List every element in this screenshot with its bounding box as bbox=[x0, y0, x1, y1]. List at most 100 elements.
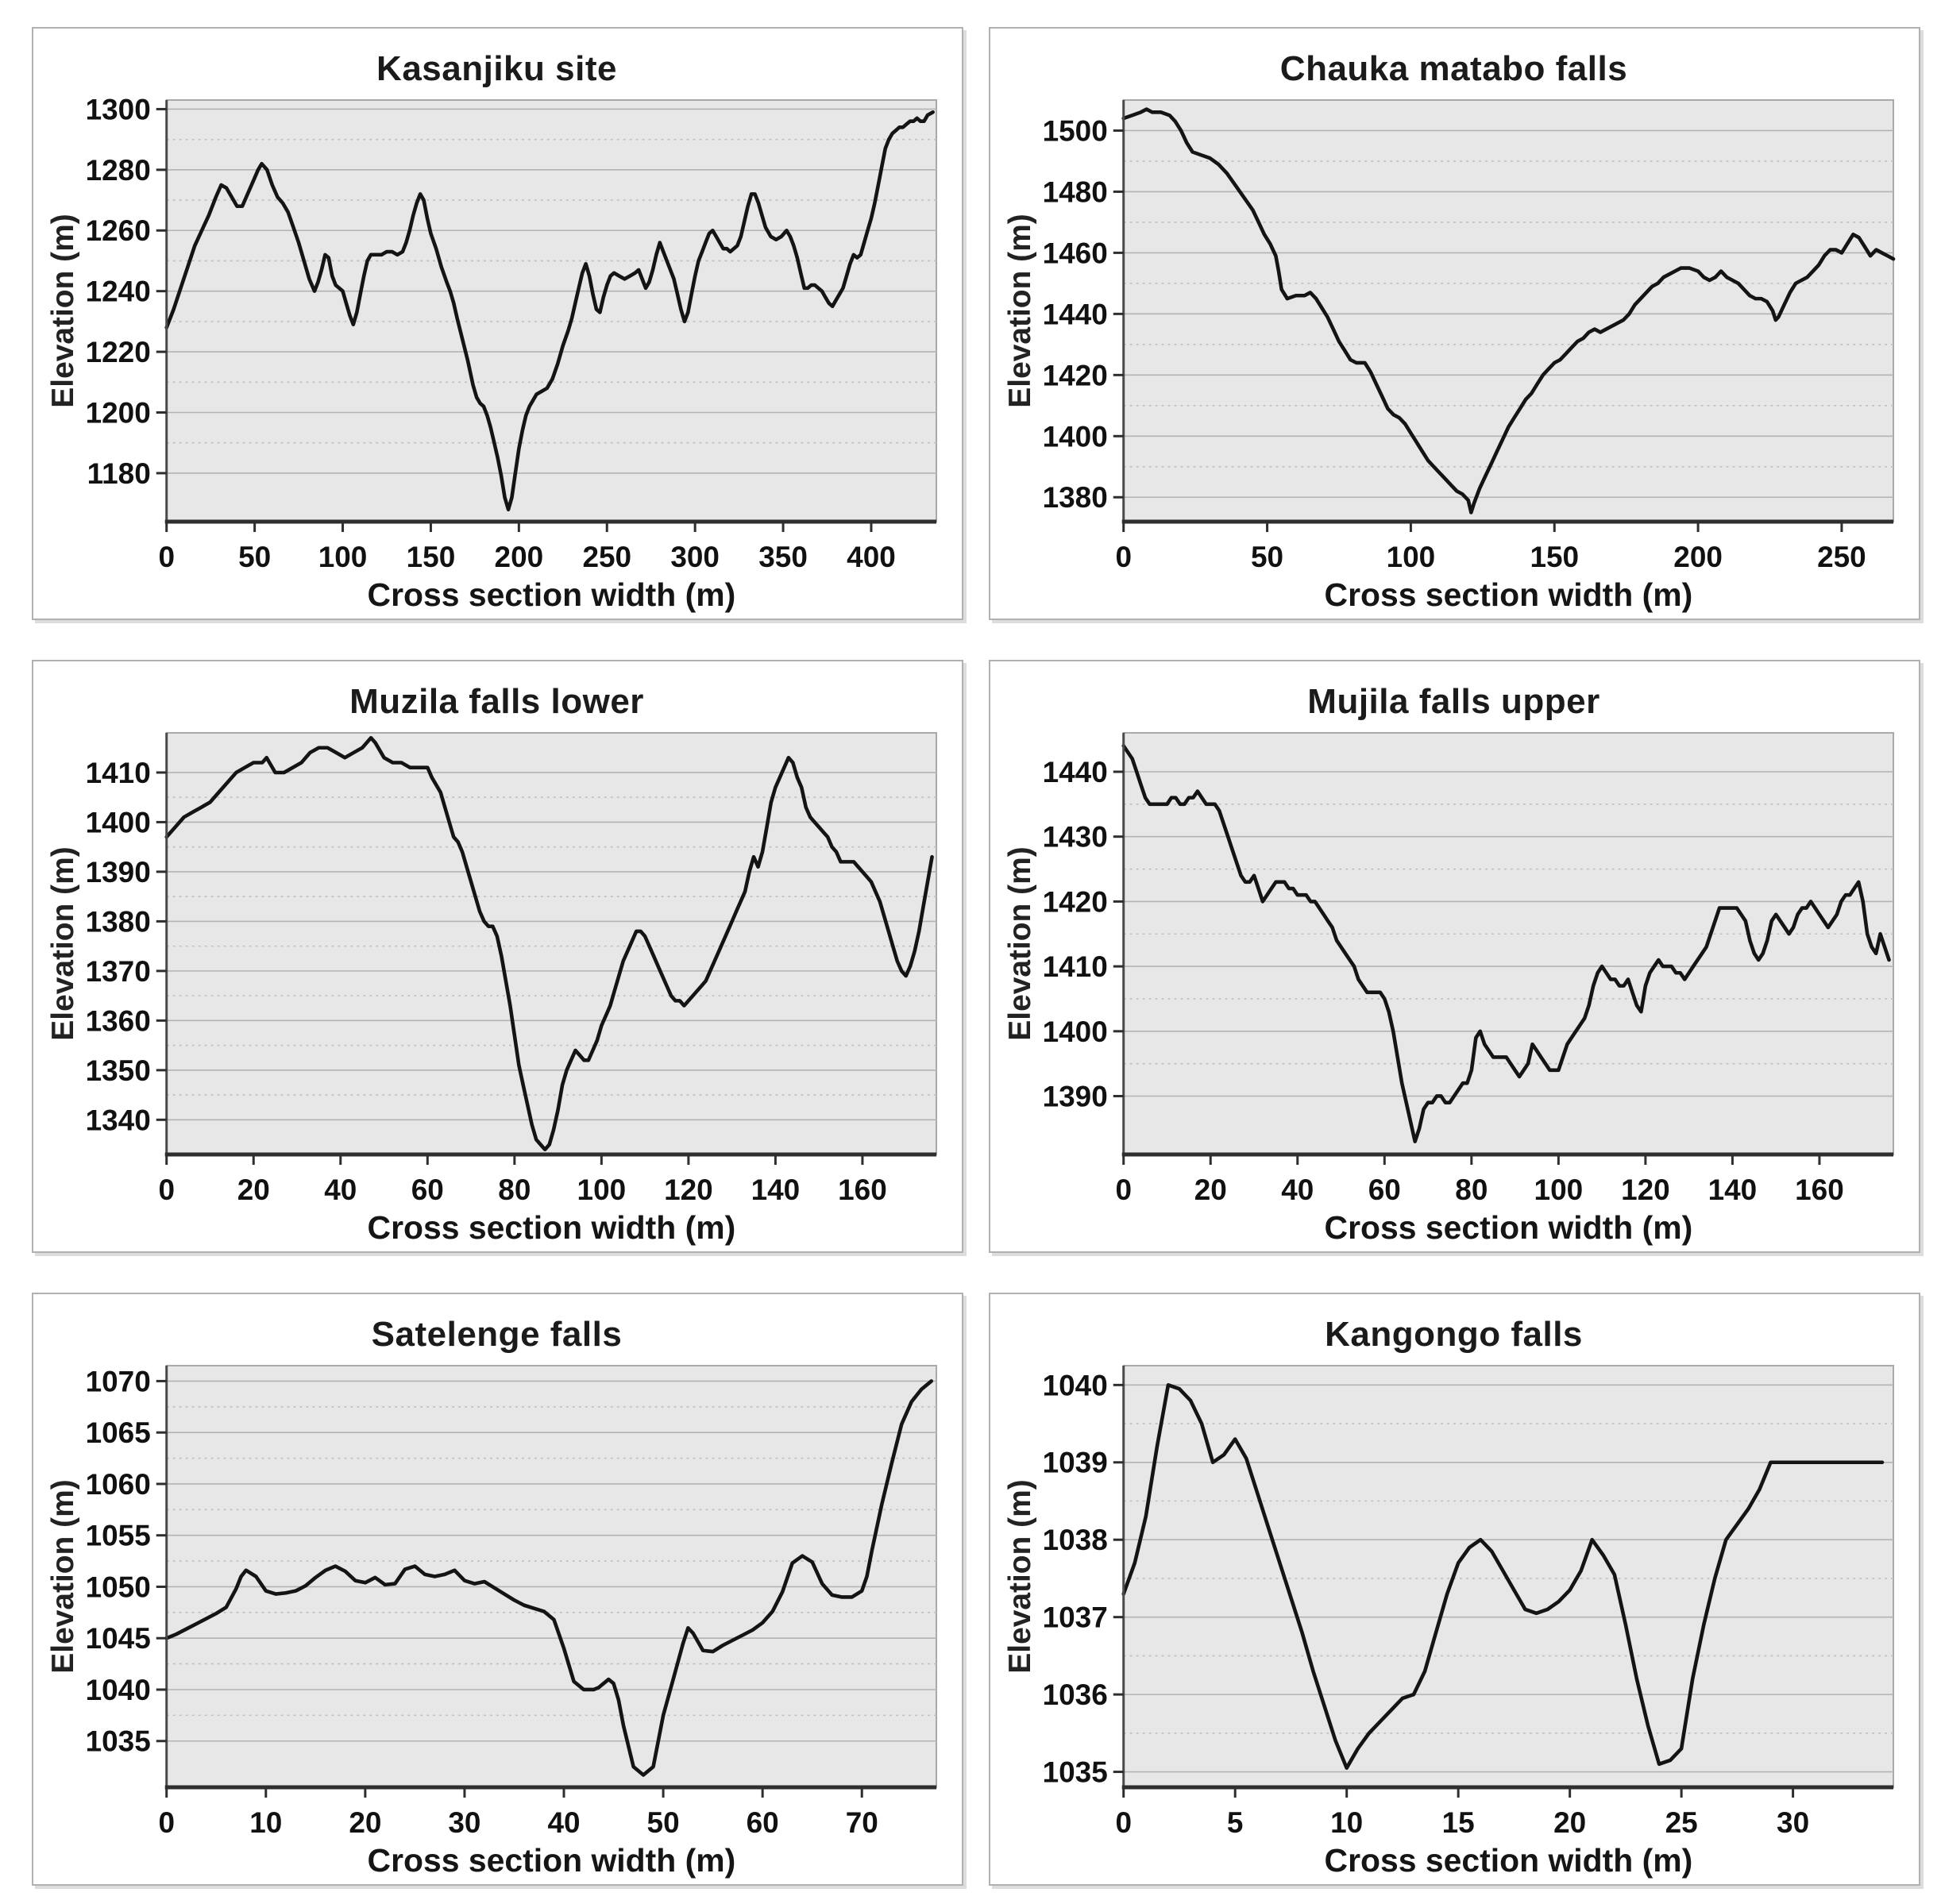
chart-svg: 1380 1400 1420 1440 1460 1480 1500 0 50 100 150 200… bbox=[1003, 98, 1896, 613]
x-tick-label: 80 bbox=[1455, 1174, 1488, 1206]
y-tick-label: 1035 bbox=[86, 1725, 151, 1757]
y-tick-label: 1040 bbox=[86, 1674, 151, 1706]
y-tick-label: 1440 bbox=[1043, 756, 1108, 788]
y-tick-label: 1390 bbox=[1043, 1080, 1108, 1112]
x-tick-label: 60 bbox=[1368, 1174, 1401, 1206]
x-tick-label: 20 bbox=[1553, 1806, 1586, 1839]
y-tick-label: 1260 bbox=[86, 214, 151, 247]
x-tick-label: 10 bbox=[1330, 1806, 1363, 1839]
x-tick-label: 25 bbox=[1665, 1806, 1698, 1839]
x-tick-label: 50 bbox=[647, 1806, 680, 1839]
x-tick-label: 250 bbox=[582, 541, 631, 573]
x-tick-label: 15 bbox=[1442, 1806, 1475, 1839]
chart-title: Kangongo falls bbox=[1325, 1314, 1583, 1354]
plot-background bbox=[165, 98, 938, 523]
x-tick-label: 80 bbox=[498, 1174, 531, 1206]
x-tick-label: 160 bbox=[838, 1174, 887, 1206]
y-tick-label: 1065 bbox=[86, 1416, 151, 1449]
elevation-profile-line bbox=[164, 735, 934, 1151]
x-tick-label: 40 bbox=[547, 1806, 580, 1839]
elevation-profile-line bbox=[1121, 743, 1891, 1143]
chart-panel-kasanjiku-site: Kasanjiku site 1180 1200 1220 1240 1260 1280 1… bbox=[32, 27, 963, 620]
y-tick-label: 1430 bbox=[1043, 821, 1108, 854]
y-tick-label: 1360 bbox=[86, 1004, 151, 1037]
x-tick-label: 0 bbox=[1115, 541, 1132, 573]
y-tick-label: 1035 bbox=[1043, 1756, 1108, 1788]
x-tick-label: 0 bbox=[1115, 1806, 1132, 1839]
x-tick-label: 60 bbox=[411, 1174, 444, 1206]
chart-plot: 1035 1040 1045 1050 1055 1060 1065 1070 0 10 20 30 4… bbox=[40, 1355, 954, 1879]
y-axis-label: Elevation (m) bbox=[1003, 1479, 1037, 1673]
chart-svg: 1035 1040 1045 1050 1055 1060 1065 1070 0 10 20 30 4… bbox=[46, 1364, 938, 1879]
x-tick-label: 40 bbox=[324, 1174, 357, 1206]
chart-plot: 1180 1200 1220 1240 1260 1280 1300 0 50 100 150 200… bbox=[40, 89, 954, 614]
y-tick-label: 1200 bbox=[86, 396, 151, 429]
x-axis-label: Cross section width (m) bbox=[1325, 1842, 1693, 1879]
y-tick-label: 1480 bbox=[1043, 175, 1108, 208]
y-tick-label: 1420 bbox=[1043, 885, 1108, 918]
plot-background bbox=[1122, 1364, 1895, 1788]
y-tick-label: 1036 bbox=[1043, 1679, 1108, 1711]
x-tick-label: 120 bbox=[1621, 1174, 1670, 1206]
chart-svg: 1340 1350 1360 1370 1380 1390 1400 1410 0 20 40 60 8… bbox=[46, 731, 938, 1246]
y-tick-label: 1350 bbox=[86, 1054, 151, 1087]
x-axis-label: Cross section width (m) bbox=[368, 576, 736, 613]
x-tick-label: 350 bbox=[758, 541, 808, 573]
y-tick-label: 1410 bbox=[1043, 950, 1108, 983]
x-tick-label: 140 bbox=[1708, 1174, 1758, 1206]
chart-title: Chauka matabo falls bbox=[1279, 49, 1628, 88]
chart-svg: 1035 1036 1037 1038 1039 1040 0 5 10 15 20 25 30 Elev… bbox=[1003, 1364, 1895, 1879]
elevation-profile-line bbox=[164, 1378, 934, 1777]
plot-background bbox=[1122, 98, 1895, 523]
elevation-profile-line bbox=[1121, 1382, 1885, 1770]
plot-background bbox=[1122, 731, 1895, 1155]
y-tick-label: 1500 bbox=[1043, 114, 1108, 147]
y-tick-label: 1070 bbox=[86, 1365, 151, 1397]
y-tick-label: 1400 bbox=[1043, 420, 1108, 453]
y-tick-label: 1039 bbox=[1043, 1446, 1108, 1478]
y-tick-label: 1055 bbox=[86, 1519, 151, 1551]
y-tick-label: 1040 bbox=[1043, 1369, 1108, 1401]
y-tick-label: 1380 bbox=[86, 905, 151, 938]
x-tick-label: 250 bbox=[1817, 541, 1866, 573]
y-tick-label: 1240 bbox=[86, 276, 151, 308]
x-tick-label: 100 bbox=[318, 541, 368, 573]
x-tick-label: 60 bbox=[747, 1806, 779, 1839]
x-tick-label: 50 bbox=[238, 541, 271, 573]
x-tick-label: 20 bbox=[237, 1174, 270, 1206]
x-tick-label: 0 bbox=[158, 1174, 175, 1206]
x-tick-label: 160 bbox=[1795, 1174, 1844, 1206]
y-tick-label: 1400 bbox=[86, 806, 151, 838]
y-axis-label: Elevation (m) bbox=[46, 1479, 80, 1673]
x-tick-label: 10 bbox=[249, 1806, 282, 1839]
chart-plot: 1035 1036 1037 1038 1039 1040 0 5 10 15 20 25 30 Elev… bbox=[997, 1355, 1911, 1879]
y-tick-label: 1340 bbox=[86, 1104, 151, 1136]
y-tick-label: 1300 bbox=[86, 93, 151, 125]
chart-panel-kangongo-falls: Kangongo falls 1035 1036 1037 1038 1039 1040 0… bbox=[989, 1292, 1920, 1886]
x-tick-label: 100 bbox=[1534, 1174, 1584, 1206]
chart-panel-satelenge-falls: Satelenge falls 1035 1040 1045 1050 1055 1060… bbox=[32, 1292, 963, 1886]
y-tick-label: 1410 bbox=[86, 757, 151, 789]
y-axis-label: Elevation (m) bbox=[1003, 214, 1037, 407]
x-tick-label: 300 bbox=[670, 541, 720, 573]
y-tick-label: 1050 bbox=[86, 1571, 151, 1603]
y-tick-label: 1390 bbox=[86, 856, 151, 888]
elevation-profile-line bbox=[164, 110, 935, 512]
x-tick-label: 0 bbox=[1115, 1174, 1132, 1206]
y-tick-label: 1420 bbox=[1043, 359, 1108, 391]
x-tick-label: 70 bbox=[846, 1806, 878, 1839]
chart-title: Mujila falls upper bbox=[1307, 681, 1600, 721]
x-tick-label: 140 bbox=[751, 1174, 801, 1206]
y-tick-label: 1220 bbox=[86, 336, 151, 368]
chart-title: Kasanjiku site bbox=[376, 49, 617, 88]
chart-svg: 1180 1200 1220 1240 1260 1280 1300 0 50 100 150 200… bbox=[46, 93, 938, 613]
x-axis-label: Cross section width (m) bbox=[368, 1842, 736, 1879]
y-axis-label: Elevation (m) bbox=[46, 846, 80, 1040]
y-tick-label: 1038 bbox=[1043, 1524, 1108, 1556]
chart-title: Muzila falls lower bbox=[349, 681, 644, 721]
x-tick-label: 200 bbox=[495, 541, 544, 573]
y-tick-label: 1370 bbox=[86, 955, 151, 988]
y-tick-label: 1060 bbox=[86, 1468, 151, 1501]
x-tick-label: 0 bbox=[158, 1806, 175, 1839]
